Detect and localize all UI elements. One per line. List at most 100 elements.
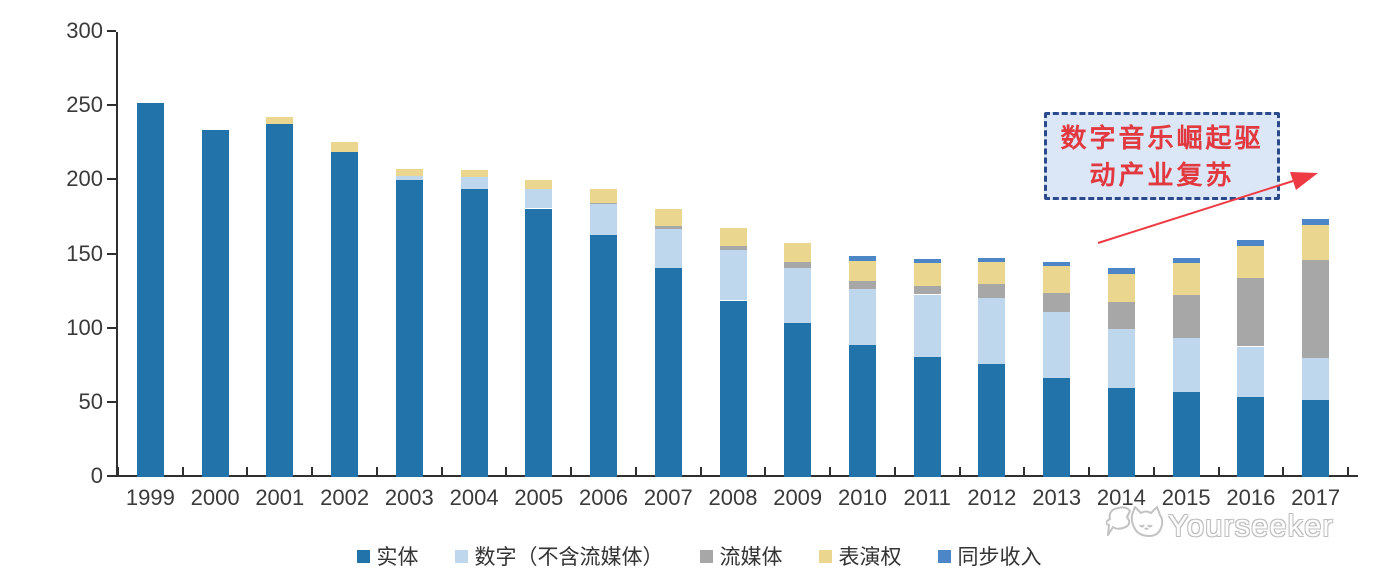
bar-segment-2017 [1302, 260, 1330, 359]
legend-item-streaming: 流媒体 [699, 541, 783, 571]
x-axis-tick [246, 467, 249, 475]
bar-segment-2017 [1302, 218, 1330, 225]
x-axis-tick [440, 467, 443, 475]
legend: 实体 数字（不含流媒体） 流媒体 表演权 同步收入 [0, 541, 1398, 571]
bar-segment-2012 [978, 261, 1006, 285]
x-axis-label: 2001 [255, 485, 305, 510]
annotation-callout: 数字音乐崛起驱 动产业复苏 [1044, 112, 1280, 200]
legend-label-digital: 数字（不含流媒体） [474, 546, 664, 569]
legend-label-performance: 表演权 [838, 546, 902, 569]
legend-item-performance: 表演权 [818, 541, 902, 571]
bar-segment-2013 [1043, 266, 1071, 294]
bar-segment-2003 [395, 175, 423, 181]
x-axis-tick [505, 467, 508, 475]
bar-segment-2005 [525, 208, 553, 477]
bar-segment-2010 [849, 256, 876, 261]
legend-item-digital: 数字（不含流媒体） [454, 541, 664, 571]
x-axis-label: 2000 [190, 485, 240, 510]
x-axis-tick [893, 467, 896, 475]
y-axis-tick [107, 252, 116, 255]
x-axis-label: 2008 [708, 485, 758, 510]
bar-segment-2011 [913, 294, 941, 357]
legend-swatch-performance [818, 549, 832, 563]
x-axis-tick [1347, 467, 1349, 475]
bar-segment-2011 [913, 258, 941, 264]
watermark: Yourseeker [1106, 501, 1334, 551]
x-axis-label: 2011 [903, 485, 951, 510]
y-axis-tick [107, 30, 116, 32]
bar-segment-2012 [978, 364, 1006, 477]
y-axis-label: 200 [66, 166, 103, 192]
bar-segment-2008 [719, 227, 747, 246]
x-axis-label: 2014 [1096, 485, 1146, 510]
bar-segment-2007 [654, 208, 682, 227]
bar-segment-2012 [978, 284, 1006, 298]
x-axis-label: 2009 [773, 485, 823, 510]
x-axis-tick [311, 467, 314, 475]
x-axis-tick [117, 467, 119, 475]
y-axis-tick [107, 400, 116, 403]
bar-segment-2014 [1107, 267, 1135, 274]
bar-segment-2016 [1237, 346, 1265, 397]
bar-segment-2017 [1302, 399, 1330, 477]
bar-segment-2003 [395, 180, 423, 477]
bar-segment-2005 [525, 180, 553, 190]
legend-item-physical: 实体 [356, 541, 419, 571]
bar-segment-2002 [331, 152, 359, 477]
bar-segment-2007 [654, 229, 682, 268]
y-axis-tick [107, 475, 116, 477]
x-axis-label: 2016 [1226, 485, 1276, 510]
x-axis-tick [1088, 467, 1091, 475]
bar-segment-2008 [719, 250, 747, 301]
x-axis-label: 2010 [838, 485, 887, 510]
y-axis-tick [107, 104, 116, 107]
bar-segment-2017 [1302, 224, 1330, 261]
legend-swatch-sync [937, 549, 951, 563]
bar-segment-2008 [719, 300, 747, 477]
bar-segment-2004 [460, 177, 488, 190]
x-axis-label: 2002 [320, 485, 370, 510]
bar-segment-2013 [1043, 312, 1071, 378]
bar-segment-2004 [460, 189, 488, 477]
bar-segment-2009 [784, 322, 812, 477]
bar-segment-2011 [913, 356, 941, 478]
legend-label-sync: 同步收入 [957, 546, 1042, 569]
x-axis-label: 2004 [449, 485, 499, 510]
bar-segment-2003 [395, 168, 423, 176]
y-axis-label: 250 [66, 92, 103, 118]
bar-segment-2007 [654, 267, 682, 478]
bar-segment-2012 [978, 297, 1006, 365]
legend-item-sync: 同步收入 [937, 541, 1042, 571]
bar-segment-2013 [1043, 261, 1071, 267]
x-axis-label: 2003 [384, 485, 434, 510]
y-axis-tick [107, 326, 116, 329]
legend-label-physical: 实体 [376, 546, 419, 569]
bar-segment-2014 [1107, 388, 1135, 477]
watermark-text: Yourseeker [1168, 508, 1334, 543]
bar-segment-2006 [590, 189, 617, 203]
x-axis-label: 2012 [967, 485, 1017, 510]
bar-segment-2009 [784, 267, 812, 323]
x-axis-tick [1282, 467, 1285, 475]
bar-segment-2010 [849, 281, 876, 289]
bar-segment-2008 [719, 245, 747, 251]
y-axis-label: 100 [66, 314, 103, 340]
legend-swatch-physical [356, 549, 370, 563]
bar-segment-2016 [1237, 278, 1265, 347]
x-axis-tick [634, 467, 637, 475]
y-axis-label: 50 [78, 388, 103, 414]
x-axis-tick [181, 467, 184, 475]
bar-segment-2004 [460, 169, 488, 178]
x-axis-label: 2017 [1291, 485, 1341, 510]
bar-segment-2005 [525, 189, 553, 209]
x-axis-tick [570, 467, 573, 475]
x-axis-tick [1023, 467, 1026, 475]
bar-segment-2015 [1172, 337, 1200, 393]
x-axis-label: 2007 [643, 485, 693, 510]
y-axis-line [116, 32, 118, 477]
legend-swatch-digital [454, 549, 468, 563]
bar-segment-2009 [784, 261, 812, 268]
y-axis-tick [107, 178, 116, 181]
bar-segment-2010 [849, 260, 876, 282]
